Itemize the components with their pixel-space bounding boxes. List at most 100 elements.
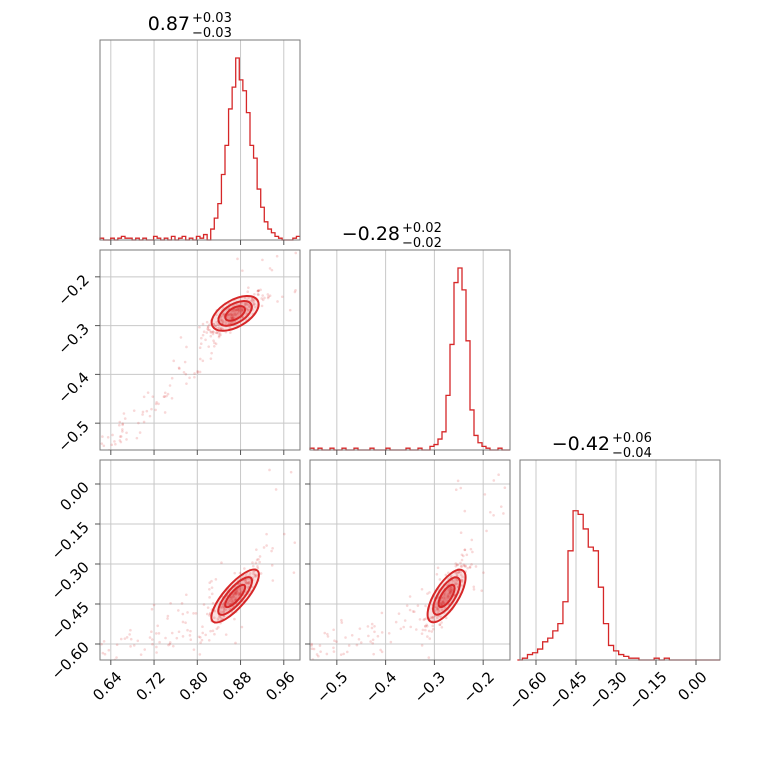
scatter-point xyxy=(261,294,264,297)
scatter-point xyxy=(431,616,434,620)
scatter-point xyxy=(129,628,132,632)
scatter-point xyxy=(371,638,375,642)
scatter-point xyxy=(233,592,237,595)
scatter-point xyxy=(212,322,216,326)
scatter-point xyxy=(237,308,241,311)
scatter-point xyxy=(103,652,107,656)
scatter-point xyxy=(235,590,238,594)
scatter-point xyxy=(209,357,213,360)
scatter-point xyxy=(444,573,448,577)
scatter-point xyxy=(439,602,443,606)
scatter-point xyxy=(189,638,193,642)
scatter-point xyxy=(230,313,233,317)
scatter-point xyxy=(210,330,213,334)
scatter-point xyxy=(218,615,221,618)
scatter-point xyxy=(219,606,223,610)
scatter-point xyxy=(449,589,452,593)
scatter-point xyxy=(433,605,437,609)
param-title-value: −0.42 xyxy=(552,433,610,455)
scatter-point xyxy=(135,436,139,440)
scatter-point xyxy=(440,621,443,624)
scatter-point xyxy=(233,311,237,314)
scatter-point xyxy=(221,314,225,317)
scatter-point xyxy=(154,632,158,635)
scatter-point xyxy=(232,316,235,320)
scatter-point xyxy=(125,636,129,639)
scatter-point xyxy=(201,322,205,326)
scatter-point xyxy=(228,322,231,325)
x-tick-label: −0.4 xyxy=(362,668,400,706)
scatter-point xyxy=(154,408,157,412)
scatter-point xyxy=(358,627,362,630)
scatter-point xyxy=(353,662,356,665)
scatter-point xyxy=(221,604,225,608)
scatter-point xyxy=(233,591,237,595)
scatter-point xyxy=(232,309,235,312)
scatter-point xyxy=(442,596,445,600)
contour-line xyxy=(437,583,456,609)
scatter-point xyxy=(271,579,275,582)
scatter-point xyxy=(231,316,234,320)
scatter-point xyxy=(252,572,255,576)
scatter-point xyxy=(465,553,469,557)
scatter-point xyxy=(198,357,202,361)
scatter-point xyxy=(256,293,260,296)
scatter-point xyxy=(270,549,273,553)
scatter-point xyxy=(268,267,272,270)
scatter-point xyxy=(250,297,254,301)
scatter-point xyxy=(163,411,167,414)
scatter-point xyxy=(211,601,215,605)
scatter-point xyxy=(332,646,335,650)
scatter-point xyxy=(194,612,198,615)
scatter-point xyxy=(196,370,199,373)
scatter-point xyxy=(454,582,458,586)
axes-frame xyxy=(519,459,721,661)
scatter-point xyxy=(151,642,154,646)
scatter-point xyxy=(289,470,293,474)
scatter-point xyxy=(439,615,443,619)
scatter-point xyxy=(154,402,158,406)
scatter-point xyxy=(220,605,224,609)
scatter-point xyxy=(136,639,140,643)
scatter-point xyxy=(456,479,460,483)
scatter-point xyxy=(171,644,175,648)
scatter-point xyxy=(251,585,254,589)
scatter-point xyxy=(397,612,401,615)
scatter-point xyxy=(247,581,251,584)
scatter-point xyxy=(217,334,221,338)
scatter-point xyxy=(107,648,111,652)
contour-fill xyxy=(211,296,259,331)
scatter-point xyxy=(327,663,330,666)
scatter-point xyxy=(233,313,237,316)
scatter-point xyxy=(424,604,427,608)
scatter-point xyxy=(263,296,266,300)
scatter-point xyxy=(90,439,93,442)
scatter-point xyxy=(240,308,244,312)
scatter-point xyxy=(198,370,202,374)
scatter-point xyxy=(503,486,507,490)
scatter-point xyxy=(252,302,255,305)
scatter-point xyxy=(457,571,461,574)
scatter-point xyxy=(231,316,234,320)
scatter-point xyxy=(236,308,239,311)
scatter-point xyxy=(472,588,476,591)
scatter-point xyxy=(247,244,250,247)
scatter-point xyxy=(459,531,463,535)
hist-panel-2: −0.42 +0.06−0.04 xyxy=(517,431,721,665)
scatter-point xyxy=(235,592,238,596)
scatter-point xyxy=(463,548,467,552)
scatter-point xyxy=(440,608,444,612)
scatter-point xyxy=(183,360,187,364)
scatter-point xyxy=(435,606,439,609)
scatter-point xyxy=(213,632,216,636)
scatter-point xyxy=(196,371,200,374)
scatter-point xyxy=(234,308,238,312)
scatter-point xyxy=(447,582,451,585)
x-tick-label: −0.15 xyxy=(626,668,671,713)
scatter-point xyxy=(102,444,106,448)
scatter-point xyxy=(240,307,244,311)
scatter-point xyxy=(233,617,236,621)
scatter-point xyxy=(193,372,196,375)
scatter-point xyxy=(380,650,384,654)
histogram-2 xyxy=(517,510,720,661)
